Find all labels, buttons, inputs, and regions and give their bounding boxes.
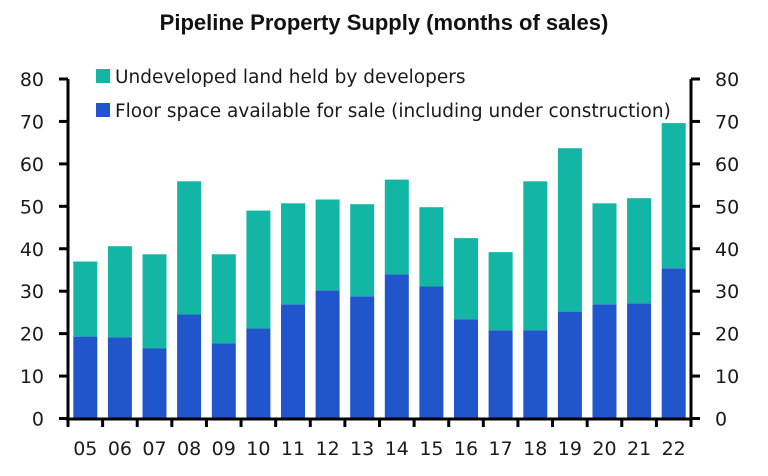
legend-label-floor-space: Floor space available for sale (includin… (115, 101, 671, 122)
bars-group (73, 123, 686, 419)
bar-undeveloped-land-10 (246, 210, 271, 329)
x-tick-label: 06 (108, 438, 132, 460)
x-tick-label: 22 (662, 438, 686, 460)
x-tick-label: 12 (315, 438, 339, 460)
x-tick-label: 16 (454, 438, 478, 460)
bar-undeveloped-land-12 (315, 199, 340, 291)
x-tick-label: 08 (177, 438, 201, 460)
bar-undeveloped-land-14 (384, 179, 409, 275)
x-tick-label: 20 (592, 438, 616, 460)
right-y-tick-label: 0 (715, 409, 727, 431)
bar-floor-space-19 (557, 311, 582, 419)
bar-floor-space-18 (523, 330, 548, 419)
bar-floor-space-17 (488, 330, 513, 419)
bar-floor-space-21 (627, 303, 652, 419)
x-tick-label: 07 (142, 438, 166, 460)
x-tick-label: 19 (558, 438, 582, 460)
right-y-tick-label: 30 (715, 281, 739, 303)
bar-floor-space-22 (661, 268, 686, 419)
legend-label-undeveloped-land: Undeveloped land held by developers (115, 67, 465, 88)
bar-floor-space-15 (419, 286, 444, 419)
bar-undeveloped-land-06 (107, 246, 132, 338)
right-y-tick-label: 60 (715, 154, 739, 176)
x-tick-label: 15 (419, 438, 443, 460)
bar-floor-space-05 (73, 336, 98, 419)
left-y-tick-label: 30 (20, 281, 44, 303)
bar-floor-space-13 (350, 296, 375, 419)
bar-undeveloped-land-07 (142, 254, 167, 349)
bar-undeveloped-land-11 (281, 203, 305, 305)
bar-floor-space-20 (592, 304, 617, 419)
legend: Undeveloped land held by developers Floo… (96, 67, 671, 122)
left-y-tick-label: 0 (32, 409, 44, 431)
bar-floor-space-12 (315, 290, 340, 419)
bar-undeveloped-land-21 (627, 198, 652, 304)
left-y-tick-label: 60 (20, 154, 44, 176)
bar-undeveloped-land-05 (73, 261, 98, 337)
x-ticks: 05 06 07 08 09 10 11 12 13 14 15 16 17 18 19 20 21 22 (66, 419, 693, 460)
bar-undeveloped-land-08 (177, 181, 202, 315)
bar-undeveloped-land-19 (557, 148, 582, 312)
bar-undeveloped-land-15 (419, 207, 444, 287)
x-tick-label: 09 (212, 438, 236, 460)
x-tick-label: 14 (385, 438, 409, 460)
left-y-ticks: 0 10 20 30 40 50 60 70 80 (20, 69, 68, 431)
legend-swatch-floor-space (96, 103, 110, 117)
bar-undeveloped-land-16 (454, 238, 478, 320)
legend-swatch-undeveloped-land (96, 69, 110, 83)
bar-floor-space-07 (142, 348, 167, 419)
left-y-tick-label: 50 (20, 196, 44, 218)
x-tick-label: 21 (627, 438, 651, 460)
right-y-ticks: 0 10 20 30 40 50 60 70 80 (691, 69, 739, 431)
right-y-tick-label: 80 (715, 69, 739, 91)
chart-title: Pipeline Property Supply (months of sale… (160, 10, 609, 35)
right-y-tick-label: 70 (715, 111, 739, 133)
x-tick-label: 05 (73, 438, 97, 460)
left-y-tick-label: 40 (20, 239, 44, 261)
right-y-tick-label: 10 (715, 366, 739, 388)
bar-floor-space-16 (454, 319, 478, 419)
bar-undeveloped-land-20 (592, 203, 617, 305)
right-y-tick-label: 20 (715, 324, 739, 346)
left-y-tick-label: 80 (20, 69, 44, 91)
bar-floor-space-14 (384, 274, 409, 419)
x-tick-label: 17 (489, 438, 513, 460)
bar-undeveloped-land-13 (350, 204, 375, 297)
bar-floor-space-06 (107, 337, 132, 419)
bar-undeveloped-land-18 (523, 181, 548, 331)
left-y-tick-label: 20 (20, 324, 44, 346)
bar-undeveloped-land-17 (488, 252, 513, 331)
left-y-tick-label: 10 (20, 366, 44, 388)
x-tick-label: 10 (246, 438, 270, 460)
x-tick-label: 13 (350, 438, 374, 460)
right-y-tick-label: 40 (715, 239, 739, 261)
bar-undeveloped-land-09 (211, 254, 236, 344)
x-tick-label: 11 (281, 438, 305, 460)
bar-floor-space-11 (281, 304, 305, 419)
left-y-tick-label: 70 (20, 111, 44, 133)
bar-floor-space-08 (177, 314, 202, 419)
bar-floor-space-10 (246, 328, 271, 419)
right-y-tick-label: 50 (715, 196, 739, 218)
bar-undeveloped-land-22 (661, 123, 686, 269)
bar-floor-space-09 (211, 343, 236, 419)
x-tick-label: 18 (523, 438, 547, 460)
